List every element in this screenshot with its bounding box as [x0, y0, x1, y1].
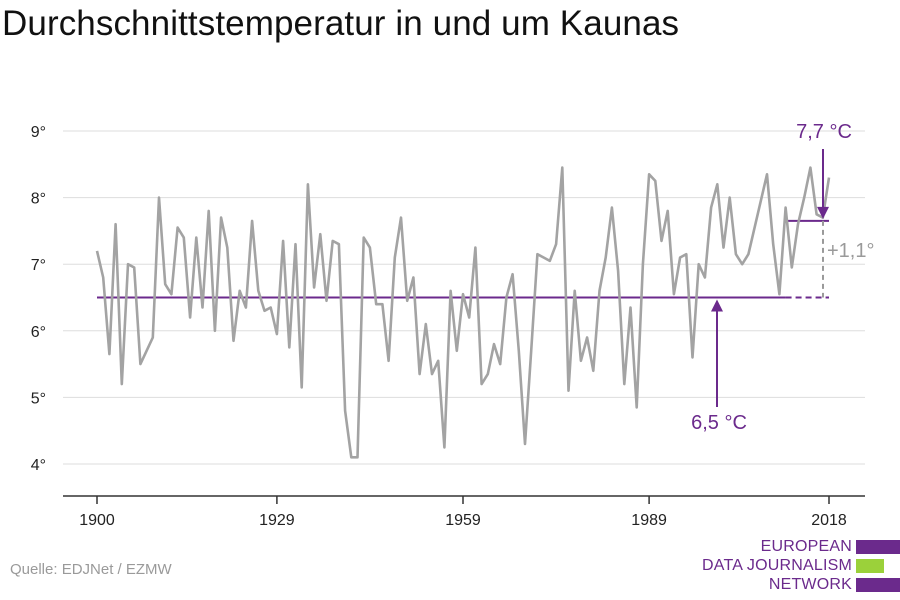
x-tick-label: 1900 [79, 512, 115, 529]
y-tick-label: 7° [31, 257, 46, 274]
axes: 4° 5° 6° 7° 8° 9° 1900 1929 1959 1989 2018 [31, 124, 865, 529]
y-tick-label: 6° [31, 324, 46, 341]
source-note: Quelle: EDJNet / EZMW [10, 561, 172, 578]
logo-bar-green [856, 559, 884, 573]
reference-lines [97, 219, 829, 299]
edjnet-logo[interactable]: EUROPEAN DATA JOURNALISM NETWORK [700, 539, 900, 597]
y-tick-label: 4° [31, 457, 46, 474]
logo-bar-purple-bottom [856, 578, 900, 592]
y-tick-label: 5° [31, 390, 46, 407]
logo-line-2: DATA JOURNALISM [702, 557, 852, 574]
annotation-baseline-mean: 6,5 °C [691, 412, 747, 434]
logo-bar-purple-top [856, 540, 900, 554]
x-tick-label: 1989 [631, 512, 667, 529]
x-tick-label: 1929 [259, 512, 295, 529]
series-layer [95, 166, 831, 459]
annotation-difference: +1,1° [827, 240, 874, 262]
x-tick-label: 1959 [445, 512, 481, 529]
logo-line-1: EUROPEAN [760, 538, 852, 555]
y-tick-label: 8° [31, 191, 46, 208]
arrow-baseline-head [711, 299, 723, 312]
temperature-series-line [95, 166, 831, 459]
x-tick-label: 2018 [811, 512, 847, 529]
y-tick-label: 9° [31, 124, 46, 141]
grid [63, 130, 865, 465]
chart-title: Durchschnittstemperatur in und um Kaunas [2, 4, 680, 43]
logo-line-3: NETWORK [768, 576, 852, 593]
annotations: 7,7 °C 6,5 °C +1,1° [691, 121, 874, 434]
annotation-recent-mean: 7,7 °C [796, 121, 852, 143]
arrow-recent-head [817, 206, 829, 219]
